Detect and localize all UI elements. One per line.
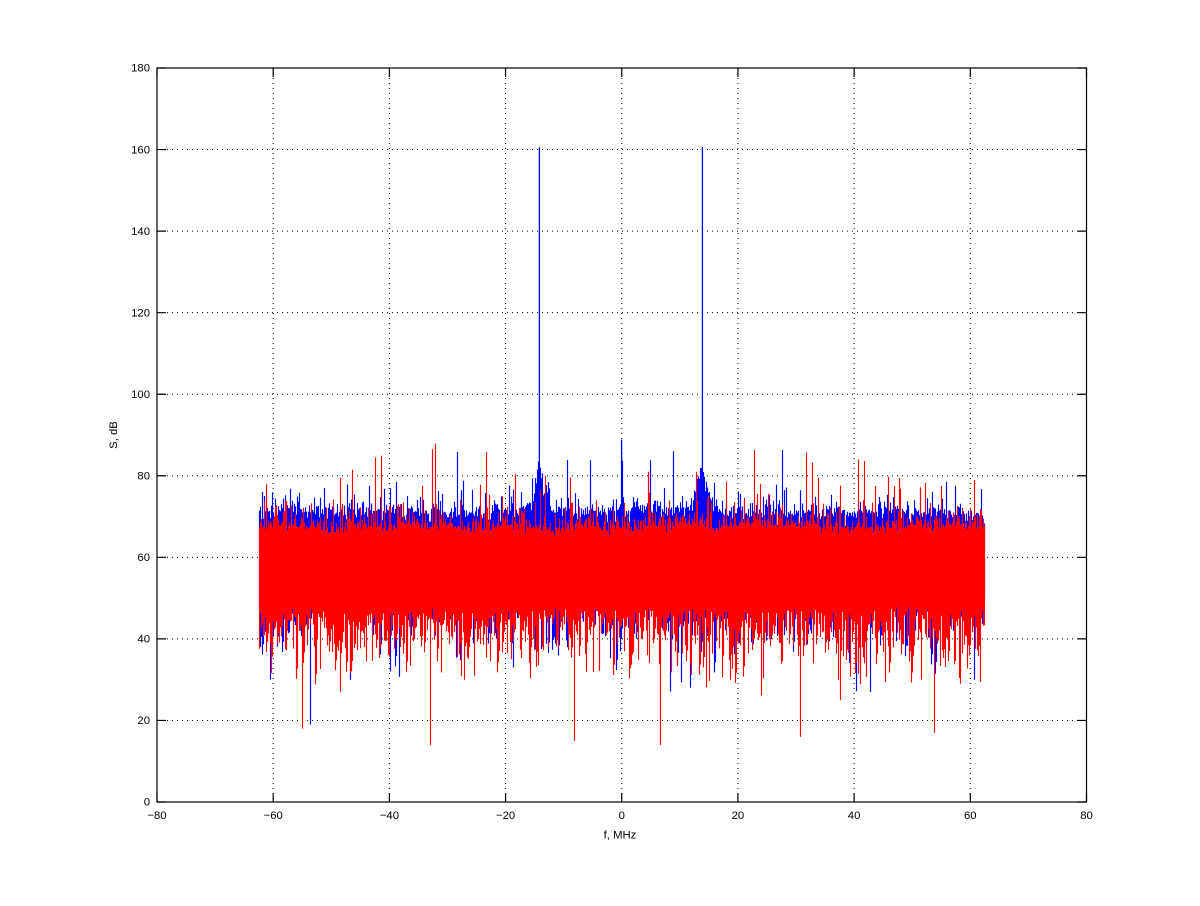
svg-text:40: 40 (137, 634, 150, 646)
svg-text:80: 80 (137, 471, 150, 483)
svg-text:−80: −80 (147, 810, 166, 822)
svg-text:−20: −20 (496, 810, 515, 822)
svg-text:60: 60 (964, 810, 977, 822)
svg-text:−40: −40 (380, 810, 399, 822)
svg-text:20: 20 (137, 715, 150, 727)
svg-text:180: 180 (131, 63, 150, 75)
svg-text:60: 60 (137, 552, 150, 564)
svg-text:140: 140 (131, 226, 150, 238)
svg-text:0: 0 (144, 797, 150, 809)
svg-text:f, MHz: f, MHz (604, 830, 637, 842)
svg-text:100: 100 (131, 389, 150, 401)
svg-text:160: 160 (131, 144, 150, 156)
svg-text:80: 80 (1080, 810, 1093, 822)
svg-text:120: 120 (131, 307, 150, 319)
svg-text:20: 20 (732, 810, 745, 822)
svg-text:−60: −60 (264, 810, 283, 822)
svg-text:40: 40 (848, 810, 861, 822)
svg-text:S, dB: S, dB (108, 421, 120, 449)
svg-text:0: 0 (619, 810, 625, 822)
